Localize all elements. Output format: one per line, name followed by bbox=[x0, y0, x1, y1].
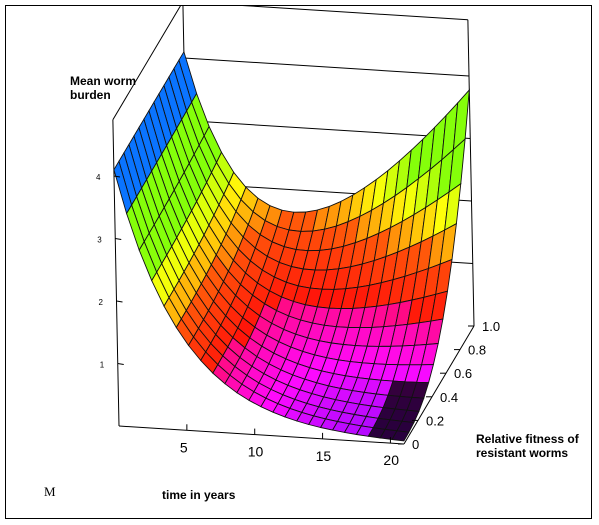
z-tick-label: 1 bbox=[100, 361, 105, 370]
x-axis-label: time in years bbox=[162, 488, 236, 502]
surface-plot: 1 2 3 4 5 10 15 20 0 0.2 0.4 0.6 0.8 1.0 bbox=[96, 6, 500, 468]
axes: 1 2 3 4 5 10 15 20 0 0.2 0.4 0.6 0.8 1.0 bbox=[96, 173, 500, 468]
x-tick-label: 15 bbox=[316, 448, 332, 464]
y-tick-label: 0.8 bbox=[468, 343, 486, 358]
y-tick-label: 0.2 bbox=[426, 413, 444, 428]
y-tick-label: 0 bbox=[412, 437, 419, 452]
box-floor-right bbox=[403, 325, 475, 445]
box-edge-back-right bbox=[467, 19, 475, 327]
box-top-back bbox=[242, 6, 468, 21]
y-axis-label: Relative fitness of resistant worms bbox=[476, 432, 591, 460]
box-floor-front bbox=[118, 425, 405, 445]
chart-frame: 1 2 3 4 5 10 15 20 0 0.2 0.4 0.6 0.8 1.0 Mean worm bur… bbox=[5, 5, 592, 519]
surface-patch bbox=[391, 430, 410, 442]
corner-label: M bbox=[44, 484, 56, 499]
y-tick-label: 0.4 bbox=[440, 390, 458, 405]
surface bbox=[113, 50, 470, 442]
z-tick-label: 4 bbox=[96, 173, 101, 182]
zlabel-line: Mean worm bbox=[70, 74, 137, 88]
z-tick bbox=[116, 300, 123, 303]
z-tick bbox=[115, 238, 122, 240]
y-tick-label: 1.0 bbox=[482, 319, 500, 334]
ylabel-line: resistant worms bbox=[476, 446, 569, 460]
z-axis-label: Mean worm burden bbox=[70, 74, 150, 102]
surface-patch bbox=[452, 88, 470, 151]
zlabel-line: burden bbox=[70, 88, 111, 102]
z-tick bbox=[113, 175, 121, 178]
z-tick-label: 3 bbox=[97, 236, 102, 245]
x-tick-label: 10 bbox=[248, 444, 264, 460]
ylabel-line: Relative fitness of bbox=[476, 432, 579, 446]
box-top-edge bbox=[112, 6, 181, 121]
back-gridline bbox=[183, 57, 470, 77]
z-tick bbox=[117, 363, 124, 365]
z-tick-label: 2 bbox=[99, 298, 104, 307]
x-tick-label: 5 bbox=[180, 439, 188, 455]
y-tick-label: 0.6 bbox=[454, 366, 472, 381]
x-tick-label: 20 bbox=[383, 452, 399, 468]
back-gridline bbox=[185, 120, 471, 139]
